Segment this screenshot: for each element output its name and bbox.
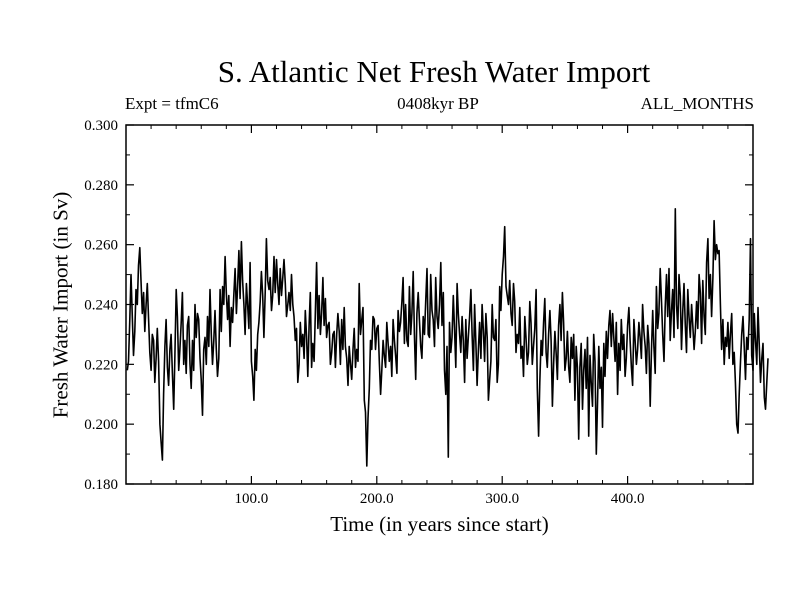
y-tick-label: 0.180 <box>84 477 118 493</box>
axis-tick-labels: 100.0 200.0 300.0 400.0 0.180 0.200 0.220 0.240… <box>84 118 644 507</box>
series-line <box>126 208 769 467</box>
months-label: ALL_MONTHS <box>640 94 754 113</box>
x-tick-label: 400.0 <box>611 491 645 507</box>
x-tick-label: 100.0 <box>235 491 269 507</box>
y-tick-label: 0.260 <box>84 238 118 254</box>
y-tick-label: 0.220 <box>84 357 118 373</box>
y-tick-label: 0.240 <box>84 298 118 314</box>
x-tick-label: 200.0 <box>360 491 394 507</box>
x-tick-label: 300.0 <box>485 491 519 507</box>
y-tick-label: 0.280 <box>84 178 118 194</box>
y-tick-label: 0.200 <box>84 417 118 433</box>
plot-frame <box>125 124 754 485</box>
x-axis-label: Time (in years since start) <box>330 512 549 536</box>
experiment-label: Expt = tfmC6 <box>125 94 219 113</box>
y-tick-label: 0.300 <box>84 118 118 134</box>
period-label: 0408kyr BP <box>397 94 479 113</box>
chart-title: S. Atlantic Net Fresh Water Import <box>217 54 651 89</box>
